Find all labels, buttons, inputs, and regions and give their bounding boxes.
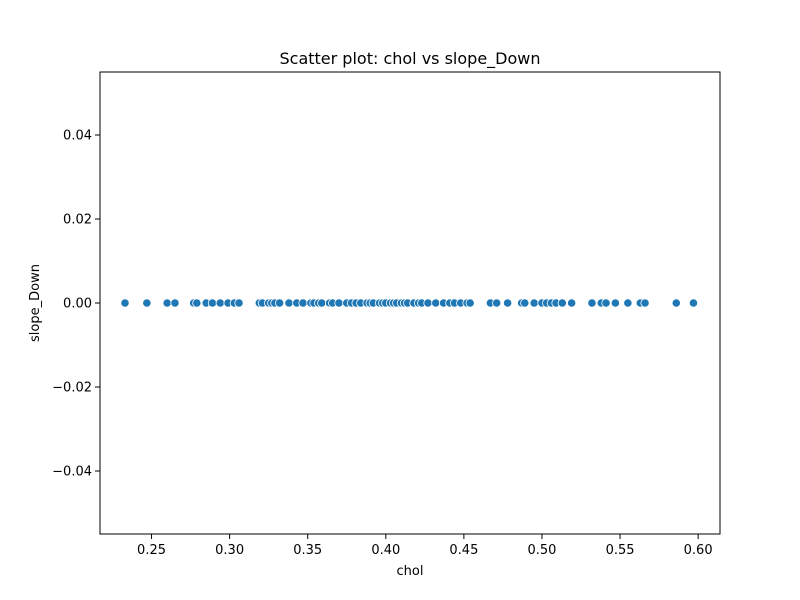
x-tick-label: 0.25 [137,543,166,558]
data-point [623,298,633,308]
y-tick-label: 0.00 [63,297,92,312]
data-point [492,298,502,308]
data-point [192,298,202,308]
data-point [465,298,475,308]
data-point [334,298,344,308]
y-axis-label: slope_Down [28,264,43,342]
x-tick-label: 0.45 [449,543,478,558]
x-tick-label: 0.30 [215,543,244,558]
data-point [587,298,597,308]
data-point [274,298,285,308]
data-point [503,298,513,308]
data-point [317,298,327,308]
data-point [671,298,681,308]
data-point [567,298,577,308]
data-point [207,298,218,308]
x-axis-ticks: 0.25 0.30 0.35 0.40 0.45 0.50 0.55 0.60 [137,534,713,558]
y-tick-label: 0.04 [63,129,92,144]
chart-title: Scatter plot: chol vs slope_Down [279,49,540,69]
data-point [610,298,620,308]
data-point [431,298,441,308]
data-point [640,298,650,308]
data-point [601,298,611,308]
data-point [529,298,539,308]
data-point [284,298,294,308]
data-point [215,298,225,308]
data-point [520,298,530,308]
x-tick-label: 0.60 [684,543,713,558]
x-tick-label: 0.50 [527,543,556,558]
data-point [162,298,172,308]
y-tick-label: −0.02 [52,381,92,396]
y-tick-label: −0.04 [52,465,92,480]
data-point [142,298,152,308]
points-layer [120,298,699,308]
y-tick-label: 0.02 [63,213,92,228]
x-tick-label: 0.55 [606,543,635,558]
data-point [298,298,308,308]
data-point [170,298,180,308]
data-point [120,298,130,308]
data-point [557,298,567,308]
data-point [688,298,699,308]
y-axis-ticks: −0.04 −0.02 0.00 0.02 0.04 [52,129,100,480]
x-axis-label: chol [397,564,424,579]
data-point [234,298,244,308]
x-tick-label: 0.35 [293,543,322,558]
x-tick-label: 0.40 [371,543,400,558]
data-point [423,298,433,308]
